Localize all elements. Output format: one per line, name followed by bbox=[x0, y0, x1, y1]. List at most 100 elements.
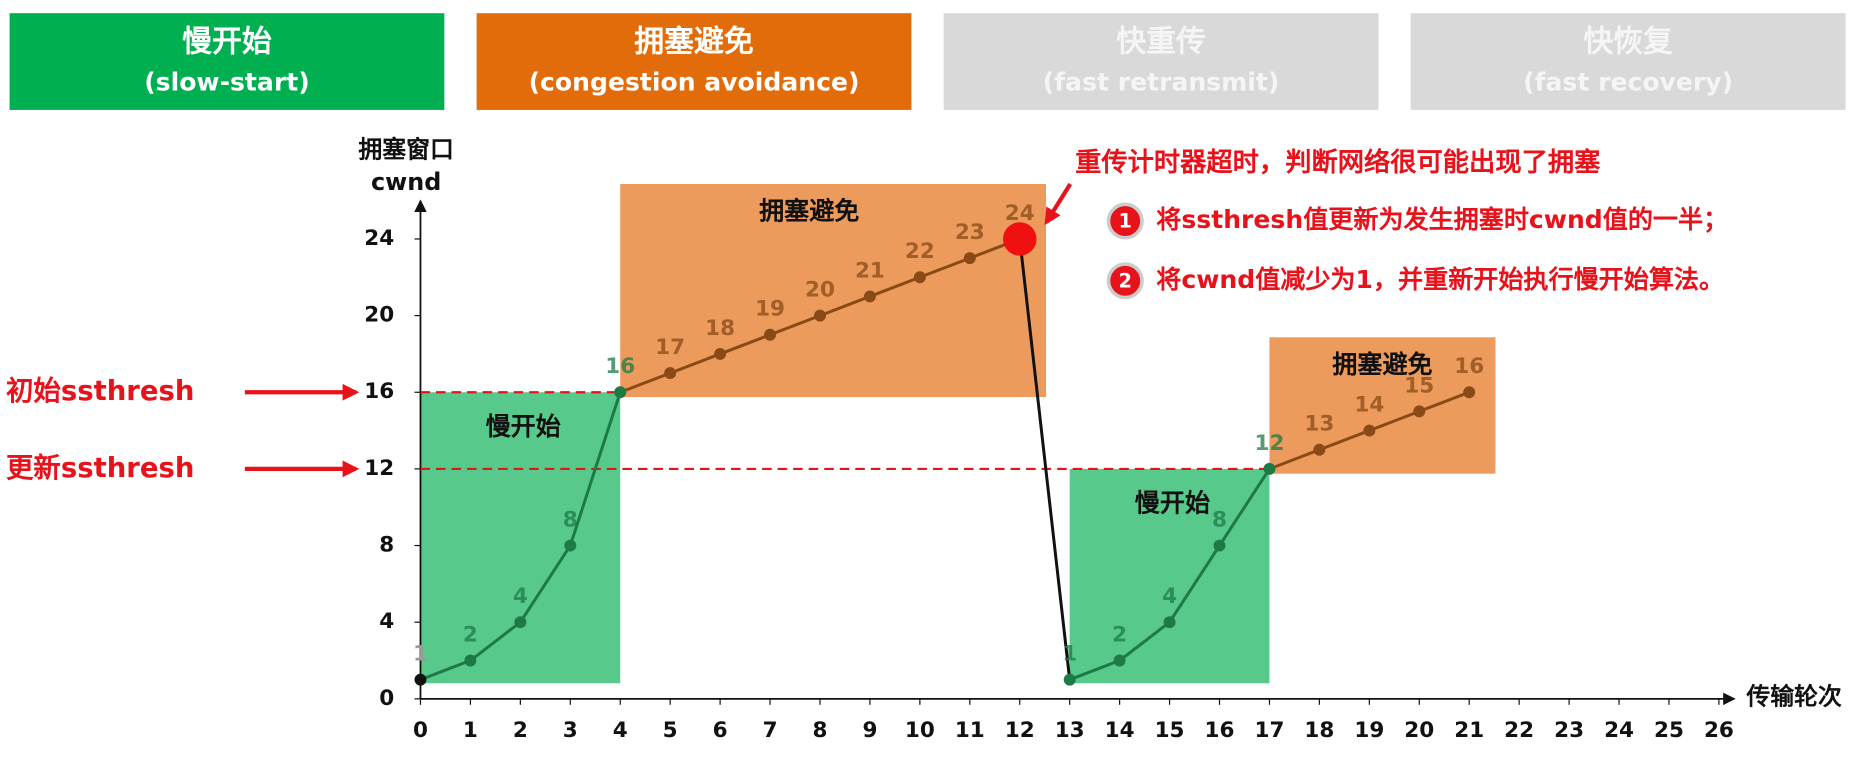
line-segment bbox=[619, 371, 671, 394]
point-label: 1 bbox=[413, 642, 428, 667]
item-badge bbox=[1106, 202, 1144, 240]
line-segment bbox=[568, 391, 622, 547]
tab-subtitle: (fast recovery) bbox=[1523, 68, 1733, 97]
line-segment bbox=[1368, 410, 1420, 432]
annotation-arrow bbox=[1044, 182, 1073, 226]
point-label: 4 bbox=[1162, 584, 1177, 609]
point-label: 4 bbox=[513, 584, 528, 609]
point bbox=[764, 328, 777, 341]
x-tick-label: 25 bbox=[1654, 718, 1684, 743]
tab-subtitle: (congestion avoidance) bbox=[529, 68, 860, 97]
phase-box bbox=[1069, 468, 1270, 684]
x-tick-label: 16 bbox=[1205, 718, 1235, 743]
point bbox=[1213, 539, 1226, 552]
x-tick-label: 17 bbox=[1254, 718, 1284, 743]
point bbox=[863, 290, 876, 303]
point bbox=[1313, 443, 1326, 456]
phase-label: 拥塞避免 bbox=[1332, 350, 1432, 379]
point-label: 8 bbox=[1212, 507, 1227, 532]
point-label: 22 bbox=[905, 239, 935, 264]
y-tick-label: 24 bbox=[364, 226, 394, 251]
point bbox=[1263, 462, 1276, 475]
point-label: 16 bbox=[605, 354, 635, 379]
point-label: 15 bbox=[1404, 373, 1434, 398]
tab-title: 慢开始 bbox=[182, 25, 272, 60]
x-tick-label: 5 bbox=[663, 718, 678, 743]
point-label: 2 bbox=[1112, 622, 1127, 647]
line-segment bbox=[419, 659, 471, 682]
point bbox=[814, 309, 826, 322]
line-segment bbox=[1018, 238, 1072, 680]
point-label: 18 bbox=[705, 316, 735, 341]
x-tick-label: 4 bbox=[613, 718, 628, 743]
point bbox=[1063, 673, 1076, 686]
x-tick-label: 2 bbox=[513, 718, 528, 743]
point-label: 17 bbox=[655, 335, 685, 360]
line-segment bbox=[719, 333, 771, 356]
point-label: 23 bbox=[955, 220, 985, 245]
y-axis-title: cwnd bbox=[371, 168, 441, 196]
point bbox=[614, 386, 627, 399]
point bbox=[514, 616, 527, 629]
line-segment bbox=[1218, 468, 1271, 547]
x-tick-label: 26 bbox=[1704, 718, 1734, 743]
x-tick-label: 1 bbox=[463, 718, 478, 743]
line-segment bbox=[1168, 544, 1221, 624]
line-segment bbox=[869, 275, 921, 298]
tab-title: 拥塞避免 bbox=[634, 25, 754, 60]
line-segment bbox=[769, 314, 821, 337]
tab-subtitle: (fast retransmit) bbox=[1043, 68, 1280, 97]
line-segment bbox=[1318, 429, 1370, 452]
loss-marker bbox=[1003, 222, 1037, 256]
x-tick-label: 3 bbox=[563, 718, 578, 743]
line-segment bbox=[1069, 659, 1121, 682]
y-tick-label: 16 bbox=[364, 379, 394, 404]
x-tick-label: 21 bbox=[1454, 718, 1484, 743]
point bbox=[1413, 405, 1426, 418]
tab-subtitle: (slow-start) bbox=[144, 68, 309, 97]
x-tick-label: 7 bbox=[763, 718, 778, 743]
line-segment bbox=[469, 621, 522, 662]
phase-label: 慢开始 bbox=[1135, 489, 1210, 518]
x-tick-label: 12 bbox=[1005, 718, 1035, 743]
point bbox=[1463, 386, 1476, 399]
point bbox=[564, 539, 577, 552]
phase-box bbox=[420, 392, 621, 684]
point bbox=[664, 367, 677, 380]
y-tick-label: 20 bbox=[364, 303, 394, 328]
tab-title: 快恢复 bbox=[1583, 25, 1673, 60]
x-tick-label: 10 bbox=[905, 718, 935, 743]
threshold-label: 更新ssthresh bbox=[6, 452, 194, 484]
line-segment bbox=[669, 352, 721, 375]
y-axis-title: 拥塞窗口 bbox=[358, 136, 453, 164]
point-label: 21 bbox=[855, 258, 885, 283]
x-tick-label: 15 bbox=[1155, 718, 1185, 743]
point-label: 1 bbox=[1062, 642, 1077, 667]
point-label: 12 bbox=[1254, 431, 1284, 456]
line-segment bbox=[519, 544, 572, 624]
x-tick-label: 6 bbox=[713, 718, 728, 743]
threshold-label: 初始ssthresh bbox=[6, 375, 194, 407]
y-tick-label: 12 bbox=[364, 456, 394, 481]
line-segment bbox=[1418, 390, 1470, 413]
annotation-title: 重传计时器超时，判断网络很可能出现了拥塞 bbox=[1075, 147, 1601, 178]
item-text: 将cwnd值减少为1，并重新开始执行慢开始算法。 bbox=[1156, 265, 1724, 294]
tab bbox=[943, 13, 1379, 110]
item-number: 2 bbox=[1119, 269, 1132, 292]
line-segment bbox=[919, 256, 971, 279]
point bbox=[1163, 616, 1176, 629]
phase-label: 慢开始 bbox=[486, 412, 561, 441]
point-label: 13 bbox=[1304, 412, 1334, 437]
point bbox=[1363, 424, 1376, 437]
item-badge bbox=[1106, 262, 1144, 300]
point bbox=[714, 347, 727, 360]
x-tick-label: 22 bbox=[1504, 718, 1534, 743]
item-text: 将ssthresh值更新为发生拥塞时cwnd值的一半； bbox=[1156, 205, 1728, 234]
y-tick-label: 8 bbox=[379, 533, 394, 558]
point bbox=[414, 673, 427, 686]
phase-box bbox=[620, 184, 1047, 398]
point-label: 14 bbox=[1354, 392, 1384, 417]
point bbox=[1113, 654, 1126, 667]
